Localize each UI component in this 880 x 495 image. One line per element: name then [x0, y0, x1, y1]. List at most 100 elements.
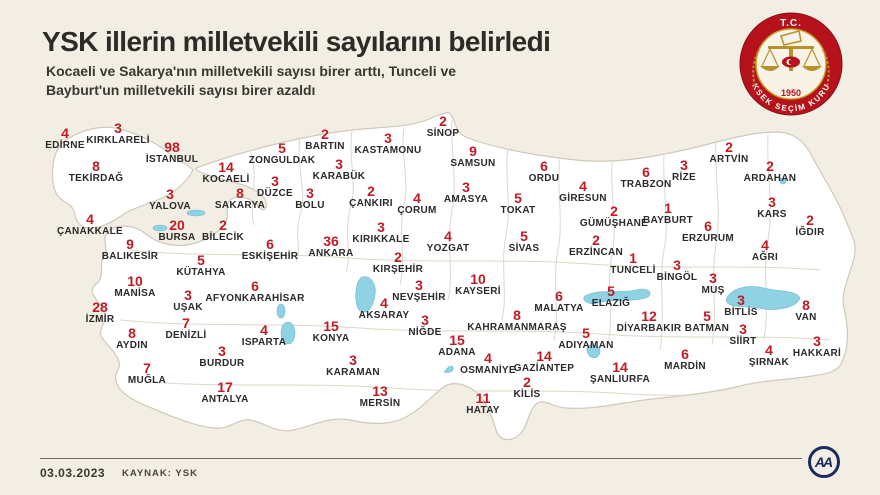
province-name: ADIYAMAN: [558, 340, 614, 351]
province-seat-count: 2: [219, 217, 227, 233]
province-label: 7 MUĞLA: [128, 361, 166, 387]
province-name: VAN: [795, 312, 817, 323]
province-name: AKSARAY: [358, 310, 410, 321]
laurel-right: [822, 49, 830, 87]
province-label: 11 HATAY: [466, 391, 500, 417]
province-label: 3 YALOVA: [149, 187, 191, 213]
province-seat-count: 3: [377, 219, 385, 235]
province-name: BAYBURT: [642, 215, 694, 226]
province-label: 15 KONYA: [313, 319, 350, 345]
ysk-emblem: T.C. YÜKSEK SEÇİM KURULU 1950: [731, 6, 843, 116]
province-seat-count: 5: [582, 325, 590, 341]
province-seat-count: 4: [61, 125, 69, 141]
province-label: 7 DENİZLİ: [165, 316, 207, 342]
province-seat-count: 5: [278, 140, 286, 156]
province-seat-count: 8: [92, 158, 100, 174]
province-seat-count: 3: [421, 312, 429, 328]
province-label: 15 ADANA: [438, 333, 476, 359]
province-name: BATMAN: [684, 323, 730, 334]
province-name: KASTAMONU: [354, 145, 422, 156]
province-name: KİLİS: [513, 389, 541, 400]
province-name: BİTLİS: [724, 307, 758, 318]
province-name: OSMANİYE: [460, 365, 516, 376]
province-seat-count: 10: [127, 273, 143, 289]
aa-agency-logo: AA: [806, 444, 842, 480]
province-label: 10 MANİSA: [114, 273, 155, 300]
province-seat-count: 5: [703, 308, 711, 324]
province-seat-count: 3: [184, 287, 192, 303]
province-label: 17 ANTALYA: [201, 380, 249, 406]
province-label: 3 NEVŞEHİR: [392, 277, 446, 304]
province-name: ERZURUM: [681, 233, 735, 244]
province-name: GİRESUN: [559, 193, 607, 204]
province-label: 14 GAZİANTEP: [513, 349, 575, 375]
province-label: 9 BALIKESİR: [102, 237, 159, 263]
province-label: 2 ERZİNCAN: [569, 233, 623, 259]
province-name: İĞDIR: [795, 227, 825, 238]
province-seat-count: 3: [673, 257, 681, 273]
province-name: UŞAK: [173, 302, 203, 313]
province-label: 2 BİLECİK: [202, 217, 244, 244]
province-label: 3 KARAMAN: [326, 353, 380, 379]
province-name: KÜTAHYA: [176, 267, 226, 278]
province-seat-count: 36: [323, 233, 339, 249]
province-label: 3 KARS: [757, 195, 787, 221]
province-seat-count: 2: [523, 374, 531, 390]
province-seat-count: 3: [306, 185, 314, 201]
province-label: 3 BİTLİS: [724, 293, 758, 319]
province-label: 4 YOZGAT: [427, 229, 470, 255]
province-label: 2 BARTIN: [305, 127, 345, 153]
province-label: 3 KASTAMONU: [354, 130, 422, 157]
province-seat-count: 4: [260, 322, 268, 338]
province-name: TRABZON: [620, 179, 672, 190]
province-seat-count: 5: [607, 283, 615, 299]
province-name: AFYONKARAHİSAR: [205, 293, 305, 304]
province-name: DENİZLİ: [165, 330, 207, 341]
province-name: TOKAT: [500, 205, 536, 216]
province-seat-count: 5: [514, 190, 522, 206]
province-name: KARS: [757, 209, 787, 220]
province-name: ZONGULDAK: [248, 155, 316, 166]
province-label: 6 TRABZON: [620, 165, 672, 191]
province-seat-count: 3: [384, 130, 392, 146]
province-seat-count: 1: [629, 250, 637, 266]
province-name: GAZİANTEP: [513, 363, 575, 374]
province-name: DİYARBAKIR: [616, 323, 682, 334]
province-seat-count: 3: [813, 333, 821, 349]
province-seat-count: 6: [266, 236, 274, 252]
province-name: MARDİN: [664, 361, 706, 372]
province-name: KARABÜK: [312, 171, 366, 182]
province-label: 5 ZONGULDAK: [248, 140, 316, 167]
province-seat-count: 4: [579, 178, 587, 194]
province-name: SİNOP: [426, 128, 460, 139]
province-name: GÜMÜŞHANE: [579, 218, 649, 229]
laurel-left: [752, 49, 760, 87]
province-seat-count: 3: [415, 277, 423, 293]
province-label: 2 KİLİS: [513, 374, 541, 401]
province-name: KOCAELİ: [202, 174, 250, 185]
province-label: 4 ŞIRNAK: [749, 343, 789, 369]
province-label: 8 KAHRAMANMARAŞ: [467, 308, 567, 334]
province-label: 8 TEKİRDAĞ: [68, 158, 124, 185]
footer-divider: [40, 458, 802, 459]
province-name: TEKİRDAĞ: [68, 173, 124, 184]
province-label: 2 ÇANKIRI: [349, 184, 393, 210]
province-name: KARAMAN: [326, 367, 380, 378]
province-seat-count: 4: [380, 295, 388, 311]
province-seat-count: 2: [394, 249, 402, 265]
province-label: 3 SİİRT: [729, 322, 756, 348]
province-seat-count: 3: [709, 270, 717, 286]
province-label: 3 AMASYA: [444, 180, 488, 206]
province-seat-count: 1: [664, 200, 672, 216]
province-name: KIRKLARELİ: [86, 135, 150, 146]
province-label: 2 ARDAHAN: [744, 159, 797, 185]
footer-date: 03.03.2023: [40, 466, 106, 480]
province-label: 10 KAYSERİ: [455, 272, 501, 298]
province-label: 2 GÜMÜŞHANE: [579, 204, 649, 230]
province-seat-count: 2: [806, 212, 814, 228]
province-name: ŞANLIURFA: [590, 374, 650, 385]
province-name: KAHRAMANMARAŞ: [467, 322, 567, 333]
province-label: 5 BATMAN: [684, 308, 730, 335]
province-seat-count: 6: [555, 288, 563, 304]
province-name: ANTALYA: [201, 394, 249, 405]
